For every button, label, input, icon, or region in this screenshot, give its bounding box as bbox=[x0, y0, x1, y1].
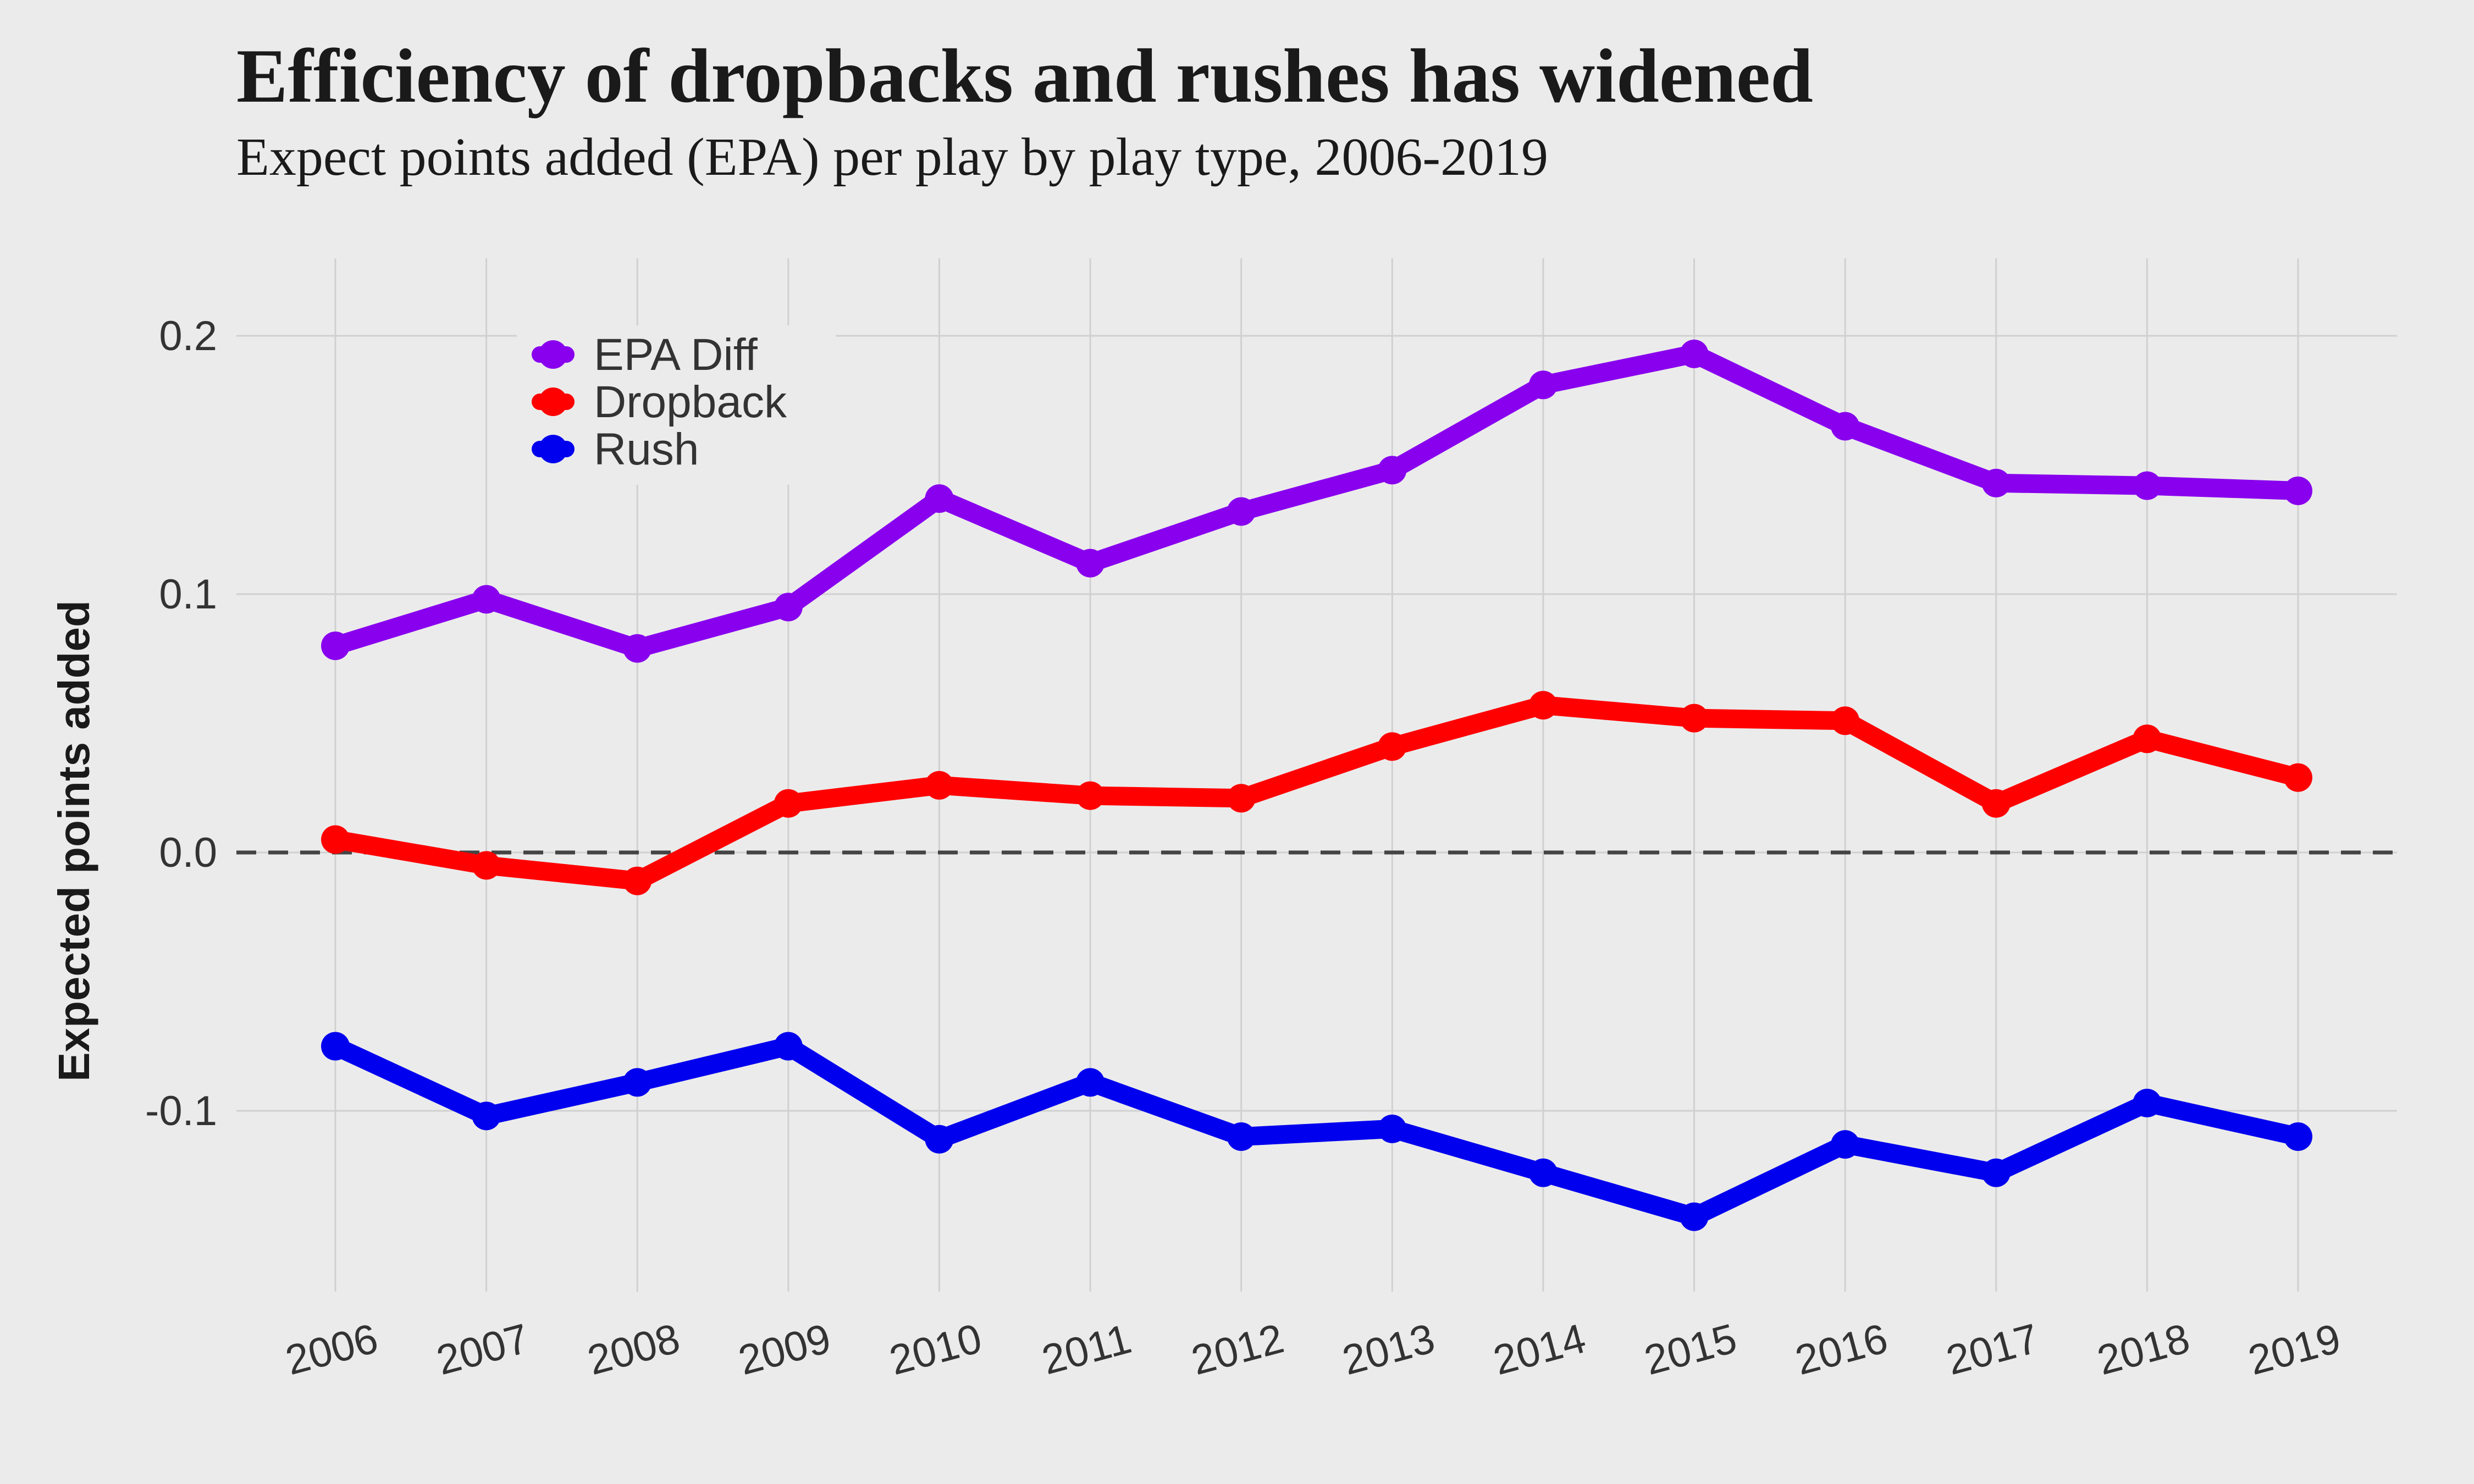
data-point-dropback bbox=[2133, 724, 2162, 754]
data-point-epa-diff bbox=[1378, 456, 1407, 485]
series-line-rush bbox=[326, 1037, 2307, 1226]
data-point-epa-diff bbox=[1076, 549, 1105, 578]
data-point-rush bbox=[2133, 1088, 2162, 1117]
data-point-dropback bbox=[472, 851, 501, 880]
data-point-dropback bbox=[925, 771, 954, 800]
series-line-epa-diff bbox=[326, 344, 2307, 658]
data-point-dropback bbox=[1680, 704, 1709, 733]
data-point-rush bbox=[472, 1101, 501, 1131]
data-point-rush bbox=[774, 1032, 803, 1061]
data-point-epa-diff bbox=[2284, 477, 2312, 505]
data-point-dropback bbox=[1528, 691, 1558, 720]
legend-key-point bbox=[539, 387, 567, 416]
y-tick-label: 0.2 bbox=[159, 313, 217, 359]
data-point-epa-diff bbox=[1680, 339, 1709, 368]
data-point-dropback bbox=[774, 789, 803, 818]
legend-label: Rush bbox=[594, 424, 699, 474]
legend-key-point bbox=[539, 340, 567, 369]
data-point-rush bbox=[1981, 1158, 2011, 1187]
y-tick-label: 0.1 bbox=[159, 571, 217, 618]
data-point-epa-diff bbox=[774, 593, 803, 622]
data-point-dropback bbox=[1981, 789, 2011, 818]
y-tick-label: 0.0 bbox=[159, 829, 217, 876]
data-point-epa-diff bbox=[1831, 412, 1860, 441]
data-point-rush bbox=[1076, 1068, 1105, 1097]
legend-label: Dropback bbox=[594, 377, 787, 427]
data-point-epa-diff bbox=[1981, 468, 2011, 497]
data-point-rush bbox=[1378, 1114, 1407, 1143]
y-tick-label: -0.1 bbox=[145, 1088, 217, 1134]
data-point-rush bbox=[623, 1068, 652, 1097]
data-point-dropback bbox=[1378, 732, 1407, 761]
chart-title: Efficiency of dropbacks and rushes has w… bbox=[236, 34, 1813, 119]
data-point-epa-diff bbox=[1227, 497, 1256, 526]
data-point-epa-diff bbox=[472, 585, 501, 614]
data-point-rush bbox=[925, 1125, 954, 1154]
data-point-epa-diff bbox=[925, 484, 954, 513]
data-point-epa-diff bbox=[1528, 370, 1558, 400]
data-point-epa-diff bbox=[2133, 471, 2162, 500]
data-point-dropback bbox=[2284, 763, 2312, 792]
series-line-dropback bbox=[326, 696, 2307, 890]
y-axis-label: Expected points added bbox=[49, 600, 98, 1082]
legend-key-point bbox=[539, 435, 567, 463]
data-point-dropback bbox=[623, 866, 652, 895]
legend-label: EPA Diff bbox=[594, 330, 758, 380]
data-point-dropback bbox=[1831, 706, 1860, 735]
data-point-epa-diff bbox=[623, 634, 652, 663]
chart-subtitle: Expect points added (EPA) per play by pl… bbox=[236, 128, 1548, 187]
data-point-rush bbox=[1831, 1130, 1860, 1159]
data-point-epa-diff bbox=[321, 632, 350, 660]
data-point-rush bbox=[1680, 1202, 1709, 1231]
data-point-dropback bbox=[1227, 784, 1256, 813]
data-point-rush bbox=[1227, 1122, 1256, 1151]
series-layer bbox=[321, 339, 2312, 1231]
data-point-rush bbox=[1528, 1158, 1558, 1187]
data-point-rush bbox=[2284, 1122, 2312, 1151]
data-point-dropback bbox=[321, 825, 350, 854]
data-point-rush bbox=[321, 1032, 350, 1061]
data-point-dropback bbox=[1076, 781, 1105, 810]
